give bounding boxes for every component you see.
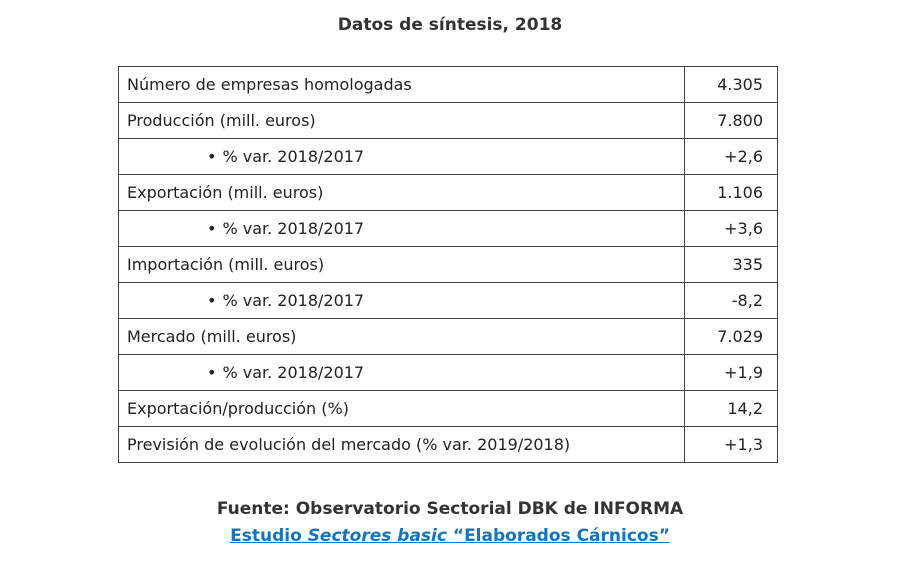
- table-row: Número de empresas homologadas 4.305: [118, 66, 779, 103]
- table-row: Producción (mill. euros) 7.800: [118, 102, 779, 139]
- row-value: 14,2: [683, 390, 779, 427]
- sub-label-text: % var. 2018/2017: [222, 291, 365, 310]
- row-value: 335: [683, 246, 779, 283]
- sub-label-text: % var. 2018/2017: [222, 147, 365, 166]
- table-row: • % var. 2018/2017 +3,6: [118, 210, 779, 247]
- study-link[interactable]: Estudio Sectores basic “Elaborados Cárni…: [230, 526, 670, 546]
- table-row: Exportación/producción (%) 14,2: [118, 390, 779, 427]
- row-label-sub: • % var. 2018/2017: [118, 210, 685, 247]
- study-link-prefix: Estudio: [230, 526, 302, 546]
- row-label-sub: • % var. 2018/2017: [118, 138, 685, 175]
- source-caption: Fuente: Observatorio Sectorial DBK de IN…: [216, 499, 684, 519]
- table-row: Previsión de evolución del mercado (% va…: [118, 426, 779, 463]
- row-value: +1,9: [683, 354, 779, 391]
- bullet-icon: •: [207, 219, 217, 238]
- row-label: Exportación (mill. euros): [118, 174, 685, 211]
- row-value: +1,3: [683, 426, 779, 463]
- row-value: 7.029: [683, 318, 779, 355]
- sub-label-text: % var. 2018/2017: [222, 363, 365, 382]
- bullet-icon: •: [207, 147, 217, 166]
- row-label: Número de empresas homologadas: [118, 66, 685, 103]
- row-value: 1.106: [683, 174, 779, 211]
- row-value: -8,2: [683, 282, 779, 319]
- bullet-icon: •: [207, 291, 217, 310]
- row-value: 4.305: [683, 66, 779, 103]
- row-value: +3,6: [683, 210, 779, 247]
- table-row: • % var. 2018/2017 +2,6: [118, 138, 779, 175]
- row-label-sub: • % var. 2018/2017: [118, 282, 685, 319]
- row-label: Exportación/producción (%): [118, 390, 685, 427]
- table-row: Mercado (mill. euros) 7.029: [118, 318, 779, 355]
- row-label: Producción (mill. euros): [118, 102, 685, 139]
- row-label: Previsión de evolución del mercado (% va…: [118, 426, 685, 463]
- page-title: Datos de síntesis, 2018: [337, 15, 563, 35]
- table-row: Importación (mill. euros) 335: [118, 246, 779, 283]
- study-link-container: Estudio Sectores basic “Elaborados Cárni…: [0, 526, 900, 546]
- row-label-sub: • % var. 2018/2017: [118, 354, 685, 391]
- row-value: +2,6: [683, 138, 779, 175]
- row-label: Mercado (mill. euros): [118, 318, 685, 355]
- table-row: • % var. 2018/2017 -8,2: [118, 282, 779, 319]
- study-link-quoted: “Elaborados Cárnicos”: [452, 526, 670, 546]
- table-row: Exportación (mill. euros) 1.106: [118, 174, 779, 211]
- bullet-icon: •: [207, 363, 217, 382]
- table-row: • % var. 2018/2017 +1,9: [118, 354, 779, 391]
- row-value: 7.800: [683, 102, 779, 139]
- synthesis-table: Número de empresas homologadas 4.305 Pro…: [118, 66, 779, 463]
- study-link-italic: Sectores basic: [307, 526, 447, 546]
- row-label: Importación (mill. euros): [118, 246, 685, 283]
- sub-label-text: % var. 2018/2017: [222, 219, 365, 238]
